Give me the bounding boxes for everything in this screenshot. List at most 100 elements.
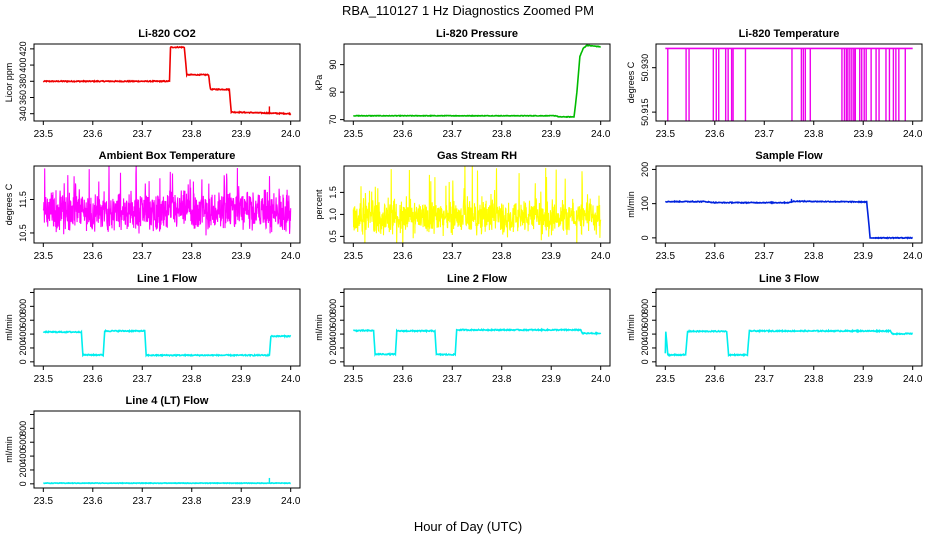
y-tick-label: 1.5 bbox=[328, 186, 338, 199]
data-line bbox=[353, 44, 601, 119]
y-axis: 0.5 1.0 1.5 bbox=[328, 186, 344, 243]
y-axis-label: degrees C bbox=[4, 183, 14, 225]
x-tick-label: 23.6 bbox=[393, 251, 413, 262]
x-tick-label: 23.7 bbox=[133, 251, 153, 262]
x-tick-label: 23.5 bbox=[656, 374, 676, 385]
y-axis: 0 100 200 bbox=[640, 162, 656, 240]
x-tick-label: 23.6 bbox=[83, 374, 103, 385]
x-tick-label: 23.5 bbox=[34, 251, 54, 262]
y-tick-label: 70 bbox=[328, 115, 338, 125]
y-axis-label: ml/min bbox=[4, 436, 14, 463]
y-axis-label: degrees C bbox=[626, 61, 636, 103]
y-axis: 10.5 11.5 bbox=[18, 191, 34, 242]
panel-li-820-pressure: Li-820 Pressure kPa 23.5 23.6 23.7 23.8 23.9 24… bbox=[314, 28, 611, 140]
series-li-820-pressure bbox=[353, 44, 601, 119]
x-axis: 23.5 23.6 23.7 23.8 23.9 24.0 bbox=[656, 243, 923, 262]
y-tick-label: 600 bbox=[18, 435, 28, 450]
y-tick-label: 0.5 bbox=[328, 230, 338, 243]
x-axis: 23.5 23.6 23.7 23.8 23.9 24.0 bbox=[34, 243, 301, 262]
x-tick-label: 23.8 bbox=[182, 129, 202, 140]
data-line bbox=[664, 328, 913, 358]
y-axis: 70 80 90 bbox=[328, 60, 344, 125]
x-tick-label: 23.8 bbox=[804, 374, 824, 385]
y-axis-label: ml/min bbox=[314, 314, 324, 341]
y-tick-label: 800 bbox=[328, 299, 338, 314]
y-axis-label: ml/min bbox=[4, 314, 14, 341]
x-axis: 23.5 23.6 23.7 23.8 23.9 24.0 bbox=[344, 366, 611, 385]
x-axis: 23.5 23.6 23.7 23.8 23.9 24.0 bbox=[34, 488, 301, 507]
plot-frame bbox=[33, 288, 301, 367]
x-tick-label: 23.6 bbox=[705, 251, 725, 262]
series-ambient-box-temperature bbox=[42, 166, 292, 236]
y-tick-label: 0 bbox=[18, 359, 28, 364]
y-tick-label: 400 bbox=[18, 449, 28, 464]
y-tick-label: 800 bbox=[18, 421, 28, 436]
plot-frame bbox=[655, 43, 923, 122]
x-tick-label: 23.6 bbox=[83, 251, 103, 262]
y-axis-label: ml/min bbox=[626, 314, 636, 341]
y-tick-label: 400 bbox=[328, 327, 338, 342]
x-axis: 23.5 23.6 23.7 23.8 23.9 24.0 bbox=[344, 243, 611, 262]
x-tick-label: 23.8 bbox=[804, 129, 824, 140]
y-tick-label: 50.930 bbox=[640, 54, 650, 82]
x-tick-label: 23.5 bbox=[344, 129, 364, 140]
x-axis: 23.5 23.6 23.7 23.8 23.9 24.0 bbox=[344, 121, 611, 140]
panel-title: Li-820 CO2 bbox=[138, 28, 195, 40]
x-axis: 23.5 23.6 23.7 23.8 23.9 24.0 bbox=[656, 121, 923, 140]
series-li-820-temperature bbox=[665, 47, 913, 121]
x-tick-label: 23.9 bbox=[231, 251, 251, 262]
y-tick-label: 11.5 bbox=[18, 191, 28, 208]
y-tick-label: 100 bbox=[640, 196, 650, 211]
x-tick-label: 23.7 bbox=[443, 374, 463, 385]
y-tick-label: 380 bbox=[18, 74, 28, 89]
y-tick-label: 400 bbox=[640, 327, 650, 342]
y-tick-label: 0 bbox=[18, 481, 28, 486]
x-tick-label: 23.8 bbox=[492, 374, 512, 385]
plot-frame bbox=[33, 43, 301, 122]
y-tick-label: 200 bbox=[640, 162, 650, 177]
y-tick-label: 600 bbox=[640, 313, 650, 328]
figure-xlabel: Hour of Day (UTC) bbox=[414, 519, 522, 534]
x-tick-label: 23.9 bbox=[853, 251, 873, 262]
x-tick-label: 24.0 bbox=[591, 251, 611, 262]
y-axis: 50.915 50.930 bbox=[640, 54, 656, 126]
data-line bbox=[42, 328, 292, 358]
y-tick-label: 600 bbox=[328, 313, 338, 328]
panel-title: Sample Flow bbox=[755, 150, 823, 162]
panel-line-3-flow: Line 3 Flow ml/min 23.5 23.6 23.7 23.8 23.9 24.… bbox=[626, 273, 923, 385]
series-li-820-co2 bbox=[42, 45, 292, 116]
panel-title: Line 1 Flow bbox=[137, 273, 197, 285]
y-tick-label: 10.5 bbox=[18, 224, 28, 242]
panel-line-2-flow: Line 2 Flow ml/min 23.5 23.6 23.7 23.8 23.9 24.… bbox=[314, 273, 611, 385]
y-axis-label: Licor ppm bbox=[4, 63, 14, 103]
series-line-3-flow bbox=[664, 328, 913, 358]
y-tick-label: 400 bbox=[18, 58, 28, 73]
panel-gas-stream-rh: Gas Stream RH percent 23.5 23.6 23.7 23.8 23.9… bbox=[314, 150, 611, 262]
x-tick-label: 24.0 bbox=[903, 129, 923, 140]
x-tick-label: 24.0 bbox=[281, 129, 301, 140]
x-tick-label: 23.6 bbox=[83, 129, 103, 140]
plot-frame bbox=[33, 410, 301, 489]
y-axis-label: percent bbox=[314, 189, 324, 220]
x-tick-label: 23.9 bbox=[853, 374, 873, 385]
y-tick-label: 800 bbox=[18, 299, 28, 314]
x-tick-label: 23.5 bbox=[656, 129, 676, 140]
plot-frame bbox=[655, 288, 923, 367]
x-tick-label: 23.8 bbox=[182, 496, 202, 507]
data-line bbox=[42, 45, 292, 116]
x-tick-label: 23.5 bbox=[344, 251, 364, 262]
y-tick-label: 800 bbox=[640, 299, 650, 314]
y-tick-label: 90 bbox=[328, 60, 338, 70]
x-tick-label: 23.7 bbox=[133, 374, 153, 385]
y-tick-label: 400 bbox=[18, 327, 28, 342]
series-gas-stream-rh bbox=[352, 166, 602, 243]
y-tick-label: 0 bbox=[640, 235, 650, 240]
x-tick-label: 23.9 bbox=[231, 129, 251, 140]
